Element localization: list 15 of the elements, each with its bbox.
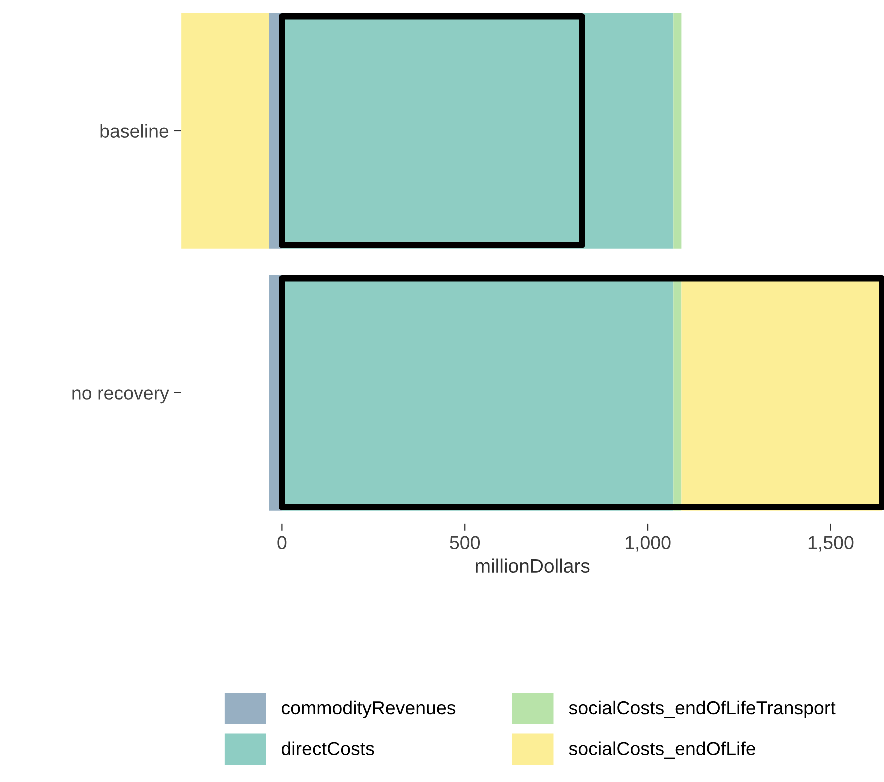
bar	[682, 275, 882, 511]
legend-label: commodityRevenues	[282, 700, 456, 718]
x-tick-label: 1,500	[808, 536, 854, 552]
x-tick-label: 0	[278, 536, 287, 550]
bar	[674, 275, 682, 511]
y-tick-label: no recovery	[72, 390, 170, 404]
bar	[182, 13, 270, 249]
x-tick-label: 1,000	[626, 536, 671, 552]
y-tick-label: baseline	[100, 124, 169, 138]
x-tick-label: 500	[450, 536, 480, 550]
legend-label: directCosts	[282, 742, 374, 756]
legend-label: socialCosts_endOfLifeTransport	[569, 700, 836, 718]
legend-label: socialCosts_endOfLife	[569, 742, 756, 760]
bar	[674, 13, 682, 249]
x-axis-title: millionDollars	[476, 558, 590, 574]
